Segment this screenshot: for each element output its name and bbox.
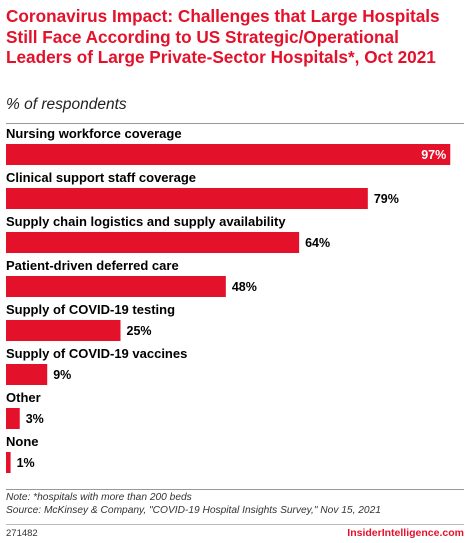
bar (6, 408, 20, 429)
category-label: None (6, 434, 39, 449)
value-label: 1% (17, 456, 35, 470)
chart-id: 271482 (6, 528, 38, 539)
chart-note: Note: *hospitals with more than 200 beds (6, 492, 192, 503)
bar (6, 144, 451, 165)
value-label: 48% (232, 280, 257, 294)
chart-subtitle: % of respondents (6, 96, 127, 113)
category-label: Nursing workforce coverage (6, 126, 182, 141)
bar (6, 188, 368, 209)
footer-divider (6, 524, 464, 525)
chart-title: Coronavirus Impact: Challenges that Larg… (6, 6, 440, 67)
bar (6, 364, 48, 385)
brand-logo: InsiderIntelligence.com (347, 527, 464, 539)
bar (6, 452, 11, 473)
category-label: Supply of COVID-19 testing (6, 302, 175, 317)
value-label: 64% (305, 236, 330, 250)
top-divider (6, 123, 464, 124)
bottom-divider (6, 489, 464, 490)
category-label: Supply chain logistics and supply availa… (6, 214, 286, 229)
category-label: Clinical support staff coverage (6, 170, 196, 185)
value-label: 3% (26, 412, 44, 426)
bar-chart: Nursing workforce coverage 97% Clinical su… (6, 126, 451, 473)
value-label: 79% (374, 192, 399, 206)
value-label: 9% (53, 368, 71, 382)
bar (6, 320, 121, 341)
bar (6, 276, 226, 297)
category-label: Supply of COVID-19 vaccines (6, 346, 187, 361)
chart-source: Source: McKinsey & Company, "COVID-19 Ho… (6, 505, 381, 516)
category-label: Other (6, 390, 41, 405)
bar (6, 232, 300, 253)
category-label: Patient-driven deferred care (6, 258, 179, 273)
value-label: 97% (421, 148, 446, 162)
value-label: 25% (127, 324, 152, 338)
